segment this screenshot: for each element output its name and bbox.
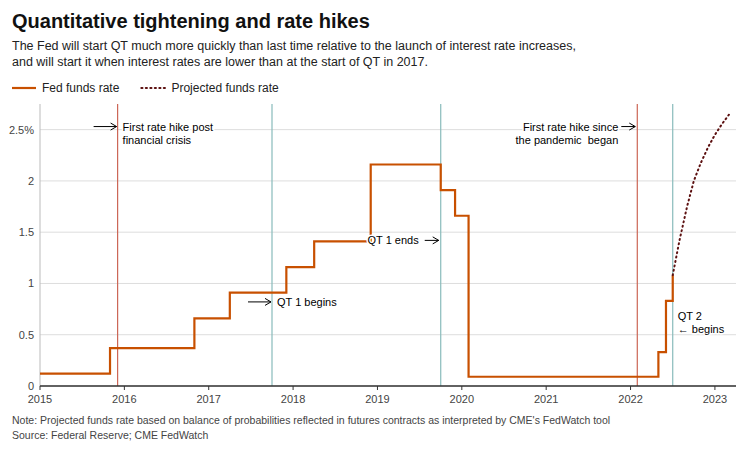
vertical-line (672, 104, 673, 386)
title-line: Quantitative tightening and rate hikes (12, 10, 370, 32)
annotation-arrowhead (111, 123, 117, 130)
annotation: QT 1 ends (368, 234, 422, 246)
vertical-line (637, 104, 638, 386)
annotation-arrowhead (265, 298, 271, 305)
x-tick-label: 2022 (618, 393, 642, 405)
annotation-line: QT 1 ends (368, 234, 422, 246)
grid-line (40, 334, 736, 335)
annotation-line: QT 2 (678, 310, 702, 322)
x-axis-line (40, 385, 736, 387)
subtitle-line: The Fed will start QT much more quickly … (12, 39, 576, 53)
chart-svg: Quantitative tightening and rate hikes Th… (0, 0, 750, 455)
legend-swatch (12, 87, 36, 89)
annotation-arrowhead (629, 123, 635, 130)
grid-line (40, 386, 736, 387)
y-tick-label: 0.5 (19, 329, 34, 341)
legend-label: Fed funds rate (42, 81, 120, 95)
x-tick-label: 2016 (112, 393, 136, 405)
legend-label: Projected funds rate (171, 81, 279, 95)
annotation: QT 2← begins (678, 310, 725, 335)
annotations: First rate hike postfinancial crisis QT 1… (94, 121, 725, 336)
y-tick-label: 2 (28, 175, 34, 187)
y-tick-label: 1 (28, 277, 34, 289)
chart-container: Quantitative tightening and rate hikes Th… (0, 0, 750, 455)
vertical-line (117, 104, 118, 386)
x-tick-label: 2019 (365, 393, 389, 405)
series-line (673, 114, 730, 275)
y-axis-line (40, 104, 41, 386)
annotation-line: First rate hike post (123, 121, 213, 133)
annotation: First rate hike postfinancial crisis (123, 121, 213, 146)
grid (40, 130, 736, 386)
grid-line (40, 232, 736, 233)
annotation-line: financial crisis (123, 134, 192, 146)
legend: Fed funds rate Projected funds rate (12, 81, 279, 95)
annotation: First rate hike sincethe pandemic began (516, 121, 619, 146)
note: Note: Projected funds rate based on bala… (12, 414, 610, 441)
annotation-line: the pandemic began (516, 134, 619, 146)
grid-line (40, 180, 736, 181)
annotation-arrow (621, 126, 635, 127)
annotation-arrowhead (433, 237, 439, 244)
annotation-line: QT 1 begins (277, 296, 337, 308)
x-tick-label: 2018 (281, 393, 305, 405)
annotation-line: ← begins (678, 323, 725, 335)
annotation-arrow (94, 126, 117, 127)
x-tick-label: 2020 (450, 393, 474, 405)
x-tick-label: 2015 (28, 393, 52, 405)
annotation-arrow (248, 301, 271, 302)
annotation-arrow (425, 240, 439, 241)
note-line: Note: Projected funds rate based on bala… (12, 414, 610, 426)
note-line: Source: Federal Reserve; CME FedWatch (12, 429, 208, 441)
y-tick-label: 0 (28, 380, 34, 392)
vertical-line (271, 104, 272, 386)
legend-swatch (141, 87, 165, 89)
x-tick-label: 2017 (196, 393, 220, 405)
y-tick-label: 2.5% (9, 124, 34, 136)
vertical-line (440, 104, 441, 386)
y-tick-label: 1.5 (19, 226, 34, 238)
plot-area (40, 104, 729, 386)
annotation: QT 1 begins (277, 296, 337, 308)
grid-line (40, 283, 736, 284)
subtitle: The Fed will start QT much more quickly … (12, 39, 576, 69)
subtitle-line: and will start it when interest rates ar… (12, 55, 428, 69)
series-line (40, 165, 673, 377)
annotation-line: First rate hike since (523, 121, 618, 133)
x-tick-label: 2023 (703, 393, 727, 405)
title: Quantitative tightening and rate hikes (12, 10, 370, 32)
x-tick-label: 2021 (534, 393, 558, 405)
